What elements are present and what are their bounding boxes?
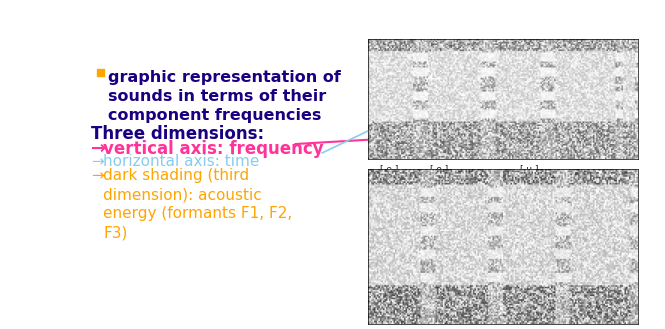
Text: horizontal axis: time: horizontal axis: time (103, 154, 259, 169)
Text: graphic representation of
sounds in terms of their
component frequencies: graphic representation of sounds in term… (108, 69, 340, 123)
Text: Figure 6.6  A spectrogram of the words 'heed, hid, head, had, and,
hawed, hoed, : Figure 6.6 A spectrogram of the words 'h… (368, 64, 610, 78)
Text: [ o ]: [ o ] (430, 164, 449, 173)
Text: [ u ]: [ u ] (519, 164, 538, 173)
Text: vertical axis: frequency: vertical axis: frequency (103, 140, 324, 158)
Text: [ e ]: [ e ] (380, 164, 398, 173)
Text: →: → (91, 168, 104, 183)
Text: Three dimensions:: Three dimensions: (91, 125, 264, 143)
Text: F₃: F₃ (578, 249, 587, 259)
Text: →: → (91, 154, 104, 169)
FancyBboxPatch shape (436, 216, 552, 277)
Text: F₀: F₀ (571, 267, 581, 277)
Text: Dark shading
→acoustic
energy→
formants: Dark shading →acoustic energy→ formants (442, 219, 546, 285)
Text: →: → (91, 140, 106, 158)
Text: F₁: F₁ (579, 218, 589, 229)
Text: [ a ]: [ a ] (534, 170, 554, 180)
Bar (97, 69, 104, 76)
Text: F₂: F₂ (579, 232, 589, 242)
Text: dark shading (third
dimension): acoustic
energy (formants F1, F2,
F3): dark shading (third dimension): acoustic… (103, 168, 293, 241)
Text: [ i ]: [ i ] (390, 170, 407, 180)
